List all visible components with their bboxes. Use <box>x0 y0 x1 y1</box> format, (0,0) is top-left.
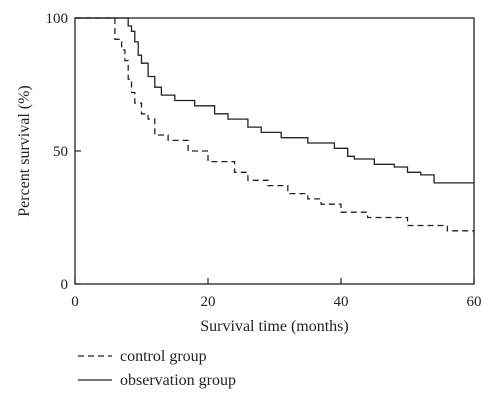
x-axis-title: Survival time (months) <box>200 318 348 335</box>
series-layer <box>75 17 475 234</box>
tick-labels: 0 20 40 60 0 50 100 <box>46 11 482 310</box>
y-tick-label: 50 <box>53 144 68 160</box>
legend: control group observation group <box>78 348 236 389</box>
series-line-observation-group <box>75 17 474 184</box>
y-tick-label: 100 <box>46 11 69 27</box>
x-tick-label: 60 <box>467 294 482 310</box>
x-tick-label: 20 <box>201 294 216 310</box>
axis-ticks <box>74 17 475 285</box>
x-tick-label: 0 <box>71 294 79 310</box>
y-tick-label: 0 <box>61 277 69 293</box>
legend-label: control group <box>120 348 207 365</box>
y-axis-title: Percent survival (%) <box>16 85 33 217</box>
x-tick-label: 40 <box>334 294 349 310</box>
legend-label: observation group <box>120 372 236 389</box>
series-line-control-group <box>75 17 475 234</box>
plot-area <box>74 17 475 285</box>
plot-frame <box>74 17 475 285</box>
